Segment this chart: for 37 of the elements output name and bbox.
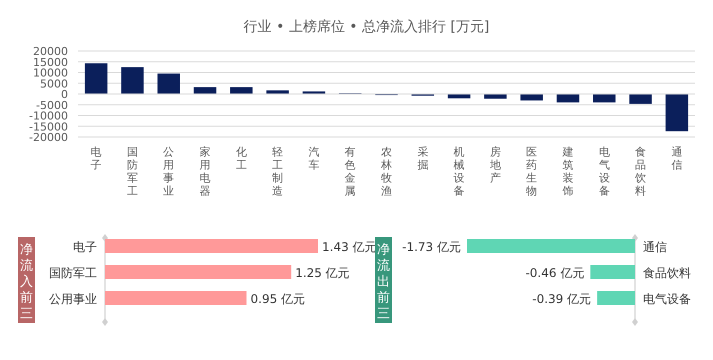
x-tick-label: 农林牧渔	[380, 146, 392, 198]
x-tick-label: 家用电器	[200, 146, 211, 198]
text: 净流出前三	[377, 242, 390, 322]
x-tick-label: 公用事业	[163, 146, 174, 198]
y-tick-label: 公用事业	[49, 292, 97, 306]
data-label: -1.73 亿元	[402, 240, 461, 254]
x-tick-label: 电气设备	[598, 146, 610, 198]
y-tick-label: 通信	[643, 240, 667, 254]
x-tick-label: 采掘	[417, 146, 428, 172]
x-tick-label: 轻工制造	[272, 146, 284, 198]
y-tick-label: -5000	[36, 98, 68, 112]
x-tick-label: 房地产	[488, 146, 501, 185]
y-tick-label: -10000	[29, 110, 68, 122]
x-tick-label: 化工	[236, 146, 247, 172]
y-tick-label: 电气设备	[643, 292, 691, 306]
text: 净流入前三	[20, 242, 33, 322]
data-label: -0.46 亿元	[525, 266, 584, 280]
chart-title: 行业 • 上榜席位 • 总净流入排行 [万元]	[244, 19, 490, 35]
y-tick-label: 国防军工	[49, 266, 97, 280]
y-tick-label: 20000	[33, 45, 68, 58]
x-tick-label: 国防军工	[126, 146, 138, 198]
y-tick-label: 电子	[73, 240, 97, 254]
y-tick-label: 食品饮料	[643, 266, 691, 280]
y-tick-label: 0	[61, 88, 68, 101]
x-tick-label: 医药生物	[526, 146, 538, 198]
y-tick-label: 5000	[40, 77, 68, 90]
y-tick-label: 10000	[33, 66, 68, 80]
x-tick-label: 汽车	[308, 146, 320, 172]
x-tick-label: 建筑装饰	[561, 146, 574, 198]
y-tick-label: 15000	[33, 56, 68, 69]
x-tick-label: 有色金属	[344, 146, 356, 198]
data-label: 0.95 亿元	[250, 292, 306, 306]
y-tick-label: -20000	[29, 131, 68, 144]
y-tick-label: -15000	[29, 120, 68, 134]
data-label: 1.25 亿元	[295, 266, 350, 280]
data-label: -0.39 亿元	[532, 292, 592, 306]
x-tick-label: 机械设备	[454, 146, 465, 198]
